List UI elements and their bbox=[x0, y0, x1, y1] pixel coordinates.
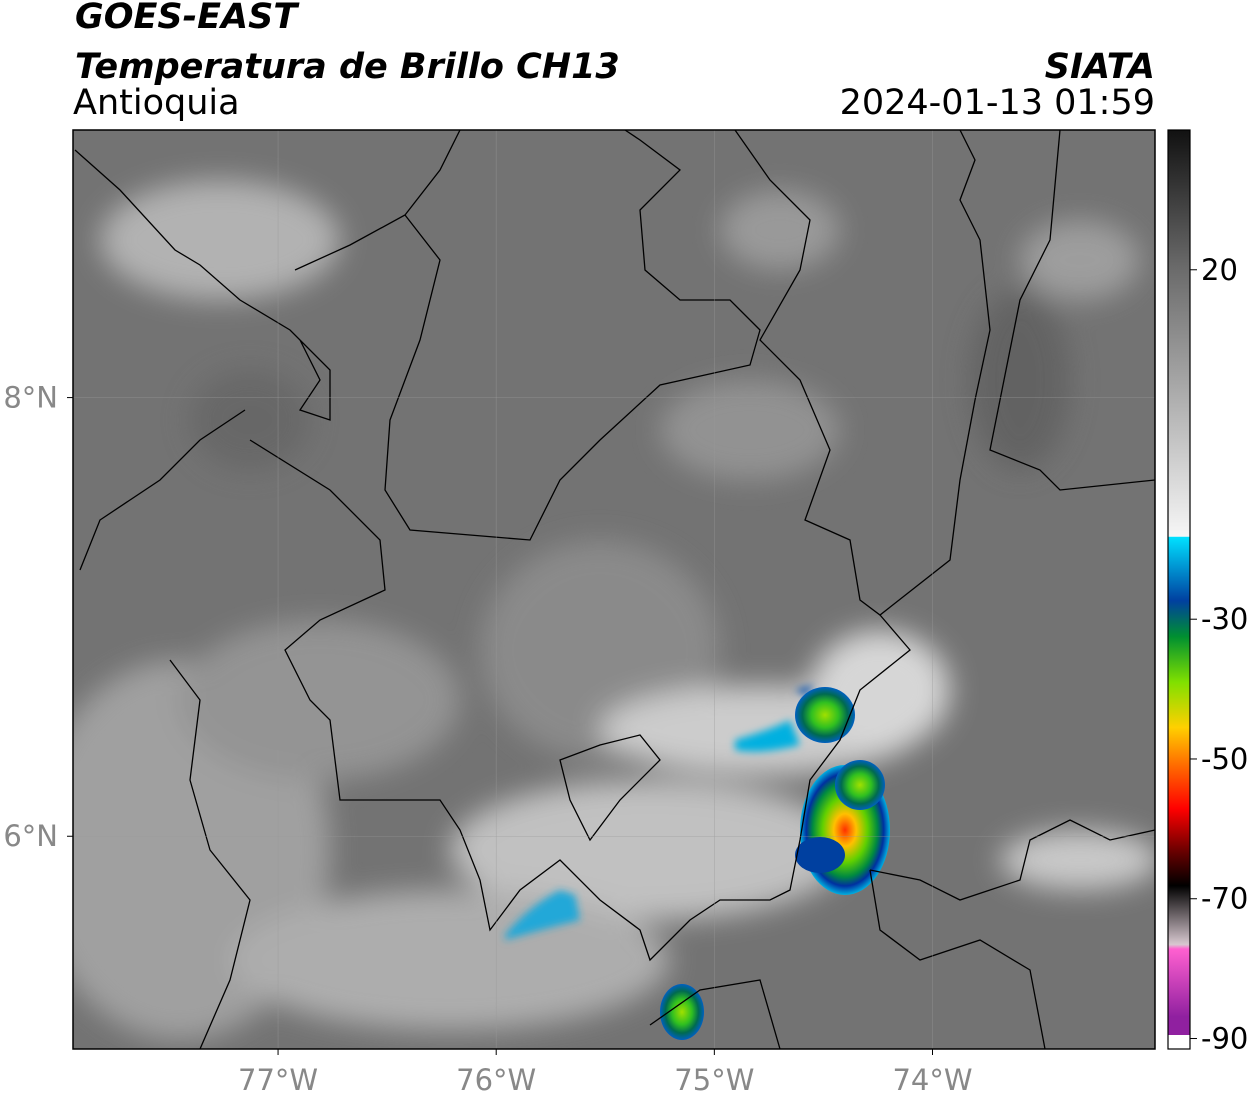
colorbar-under bbox=[1168, 1035, 1190, 1049]
region: Antioquia bbox=[73, 83, 240, 123]
map-frame bbox=[72, 129, 1156, 1050]
colorbar-tick-label: -70 bbox=[1201, 882, 1248, 916]
source: SIATA bbox=[1045, 47, 1155, 87]
colorbar bbox=[1168, 130, 1190, 1035]
subtitle: Temperatura de Brillo CH13 bbox=[75, 47, 620, 87]
colorbar-tick-label: 20 bbox=[1201, 253, 1238, 287]
x-tick-label: 74°W bbox=[892, 1063, 972, 1097]
y-tick-label: 8°N bbox=[3, 381, 58, 415]
datetime: 2024-01-13 01:59 bbox=[840, 83, 1155, 123]
colorbar-tick-label: -90 bbox=[1201, 1022, 1248, 1056]
ticks: 77°W 76°W 75°W 74°W 8°N 6°N 20 -30 -50 -70 -90 bbox=[3, 253, 1248, 1097]
colorbar-frame bbox=[1167, 129, 1191, 1050]
y-tick-label: 6°N bbox=[3, 819, 58, 853]
x-tick-label: 75°W bbox=[674, 1063, 754, 1097]
x-tick-label: 76°W bbox=[456, 1063, 536, 1097]
colorbar-tick-label: -30 bbox=[1201, 602, 1248, 636]
satellite-image bbox=[73, 130, 1155, 1049]
x-tick-label: 77°W bbox=[238, 1063, 318, 1097]
title: GOES-EAST bbox=[75, 0, 300, 37]
colorbar-tick-label: -50 bbox=[1201, 742, 1248, 776]
map-grid bbox=[73, 130, 1155, 1049]
